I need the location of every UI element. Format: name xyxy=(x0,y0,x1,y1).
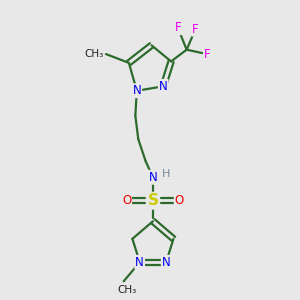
Text: N: N xyxy=(162,256,170,269)
Text: CH₃: CH₃ xyxy=(117,285,136,295)
Text: N: N xyxy=(135,256,144,269)
Text: H: H xyxy=(162,169,171,179)
Text: F: F xyxy=(175,21,181,34)
Text: CH₃: CH₃ xyxy=(84,49,104,59)
Text: N: N xyxy=(132,84,141,97)
Text: F: F xyxy=(204,48,211,61)
Text: N: N xyxy=(148,171,157,184)
Text: S: S xyxy=(147,193,158,208)
Text: O: O xyxy=(175,194,184,207)
Text: O: O xyxy=(122,194,131,207)
Text: N: N xyxy=(159,80,168,93)
Text: F: F xyxy=(192,23,199,36)
